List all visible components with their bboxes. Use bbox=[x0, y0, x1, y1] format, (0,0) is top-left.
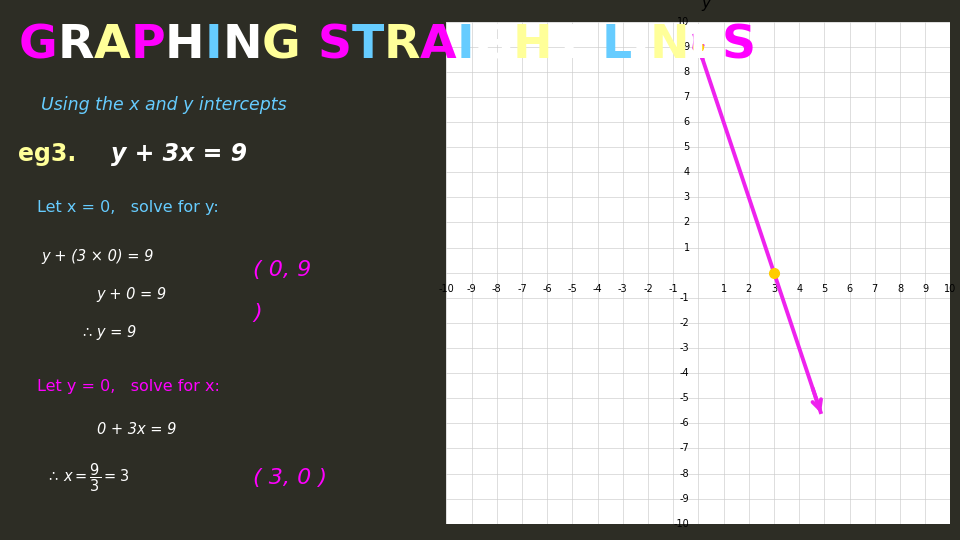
Text: -3: -3 bbox=[618, 284, 628, 294]
Text: Let x = 0,   solve for y:: Let x = 0, solve for y: bbox=[36, 200, 219, 215]
Text: -6: -6 bbox=[542, 284, 552, 294]
Text: -10: -10 bbox=[674, 519, 689, 529]
Text: ∴ y = 9: ∴ y = 9 bbox=[83, 325, 136, 340]
Text: 5: 5 bbox=[684, 142, 689, 152]
Text: G: G bbox=[18, 23, 58, 69]
Text: 1: 1 bbox=[684, 242, 689, 253]
Text: 6: 6 bbox=[684, 117, 689, 127]
Text: 2: 2 bbox=[684, 218, 689, 227]
Text: T: T bbox=[553, 23, 585, 69]
Text: 2: 2 bbox=[746, 284, 752, 294]
Text: P: P bbox=[131, 23, 165, 69]
Text: N: N bbox=[223, 23, 262, 69]
Text: -8: -8 bbox=[680, 469, 689, 478]
Text: H: H bbox=[513, 23, 553, 69]
Text: S: S bbox=[721, 23, 756, 69]
Text: -2: -2 bbox=[643, 284, 653, 294]
Text: -4: -4 bbox=[592, 284, 603, 294]
Text: A: A bbox=[420, 23, 457, 69]
Text: 3: 3 bbox=[684, 192, 689, 202]
Text: 0 + 3x = 9: 0 + 3x = 9 bbox=[97, 422, 176, 437]
Text: 3: 3 bbox=[771, 284, 777, 294]
Text: -2: -2 bbox=[680, 318, 689, 328]
Text: 4: 4 bbox=[796, 284, 803, 294]
Text: -9: -9 bbox=[680, 494, 689, 504]
Text: 9: 9 bbox=[684, 42, 689, 52]
Text: 10: 10 bbox=[678, 17, 689, 26]
Text: 9: 9 bbox=[923, 284, 928, 294]
Text: L: L bbox=[601, 23, 632, 69]
Text: -9: -9 bbox=[467, 284, 476, 294]
Text: -3: -3 bbox=[680, 343, 689, 353]
Text: I: I bbox=[457, 23, 474, 69]
Text: 1: 1 bbox=[721, 284, 727, 294]
Text: -1: -1 bbox=[668, 284, 678, 294]
Text: A: A bbox=[94, 23, 131, 69]
Text: y + 3x = 9: y + 3x = 9 bbox=[110, 142, 247, 166]
Text: H: H bbox=[165, 23, 204, 69]
Text: T: T bbox=[351, 23, 384, 69]
Text: G: G bbox=[262, 23, 300, 69]
Text: R: R bbox=[58, 23, 94, 69]
Text: 8: 8 bbox=[897, 284, 903, 294]
Text: 7: 7 bbox=[684, 92, 689, 102]
Text: -7: -7 bbox=[680, 443, 689, 454]
Text: ( 0, 9: ( 0, 9 bbox=[253, 260, 312, 280]
Text: E: E bbox=[689, 23, 721, 69]
Text: -6: -6 bbox=[680, 418, 689, 428]
Text: ): ) bbox=[253, 303, 262, 323]
Text: 6: 6 bbox=[847, 284, 852, 294]
Text: -4: -4 bbox=[680, 368, 689, 378]
Text: 7: 7 bbox=[872, 284, 878, 294]
Text: -7: -7 bbox=[517, 284, 527, 294]
Text: y: y bbox=[702, 0, 710, 11]
Text: $\therefore\, x = \dfrac{9}{3} = 3$: $\therefore\, x = \dfrac{9}{3} = 3$ bbox=[46, 462, 130, 494]
Text: 10: 10 bbox=[945, 284, 956, 294]
Text: I: I bbox=[204, 23, 223, 69]
Text: N: N bbox=[649, 23, 689, 69]
Text: Using the x and y intercepts: Using the x and y intercepts bbox=[41, 96, 287, 114]
Text: I: I bbox=[632, 23, 649, 69]
Text: 4: 4 bbox=[684, 167, 689, 177]
Text: y + 0 = 9: y + 0 = 9 bbox=[97, 287, 167, 302]
Text: -10: -10 bbox=[439, 284, 454, 294]
Text: G: G bbox=[474, 23, 513, 69]
Text: S: S bbox=[317, 23, 351, 69]
Text: 8: 8 bbox=[684, 67, 689, 77]
Text: -1: -1 bbox=[680, 293, 689, 303]
Text: -5: -5 bbox=[567, 284, 577, 294]
Text: ( 3, 0 ): ( 3, 0 ) bbox=[253, 468, 327, 488]
Text: R: R bbox=[384, 23, 420, 69]
Text: Let y = 0,   solve for x:: Let y = 0, solve for x: bbox=[36, 379, 220, 394]
Text: -5: -5 bbox=[680, 393, 689, 403]
Text: eg3.: eg3. bbox=[18, 142, 77, 166]
Text: y + (3 × 0) = 9: y + (3 × 0) = 9 bbox=[41, 249, 154, 264]
Text: -8: -8 bbox=[492, 284, 502, 294]
Text: 5: 5 bbox=[821, 284, 828, 294]
